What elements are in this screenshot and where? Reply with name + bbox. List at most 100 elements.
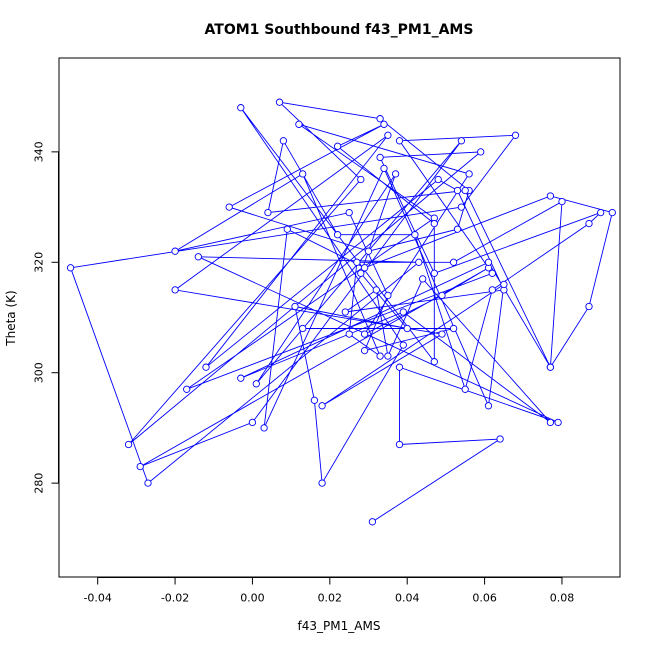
data-point [360,330,369,338]
y-tick-label: 320 [33,252,46,273]
data-point [283,225,291,233]
data-point [136,462,144,471]
data-point [395,363,404,371]
data-point [291,302,299,311]
data-point [357,269,365,277]
data-point [415,258,423,266]
data-point [453,225,462,233]
data-point [171,247,179,255]
data-point [372,286,380,294]
data-point [237,374,245,382]
data-point [585,219,593,228]
x-tick-label: 0.08 [550,592,575,605]
data-point [299,170,307,178]
data-point [333,142,342,150]
data-point [360,346,369,355]
data-point [225,203,233,211]
data-point [299,324,307,333]
data-point [453,186,462,195]
data-point [461,186,469,195]
data-point [438,291,446,300]
x-tick-label: 0.00 [240,592,265,605]
data-point [318,402,326,410]
data-point [66,264,75,272]
data-point [202,363,210,371]
data-point [496,435,504,443]
data-point [384,291,392,300]
data-point [264,208,272,217]
x-tick-label: 0.02 [318,592,343,605]
data-point [597,208,605,217]
data-point [449,258,458,266]
y-tick-label: 340 [33,141,46,162]
data-point [585,302,593,311]
data-point [430,219,438,228]
data-point [395,440,404,449]
data-point [608,208,616,217]
data-point [457,203,466,211]
data-point [384,131,392,139]
data-point [465,170,473,178]
y-tick-label: 300 [33,362,46,383]
data-point [484,258,493,266]
x-tick-label: -0.02 [161,592,189,605]
data-point [124,440,133,449]
data-point [546,418,555,427]
data-point [333,231,342,239]
data-point [353,258,361,266]
data-point [558,197,566,206]
data-point [357,175,365,184]
data-point [183,385,191,393]
data-point [430,269,438,277]
data-point [484,402,493,410]
x-axis: -0.04 -0.02 0.00 0.02 0.04 0.06 0.08 [83,577,575,605]
x-tick-label: -0.04 [83,592,111,605]
x-axis-label: f43_PM1_AMS [298,619,381,633]
data-point [345,208,353,217]
data-point [511,131,520,139]
data-point [384,352,392,360]
data-point [252,380,260,388]
data-point [360,264,369,272]
x-tick-label: 0.06 [472,592,497,605]
data-point [399,341,407,349]
data-point [341,308,349,316]
chart-title: ATOM1 Southbound f43_PM1_AMS [205,22,474,38]
data-point [260,424,268,432]
series-layer [66,98,616,526]
data-point [237,104,245,112]
data-point [438,330,446,338]
y-axis: 280 300 320 340 [33,141,59,494]
data-point [391,170,400,178]
data-point [144,479,152,487]
data-point [376,352,384,360]
y-axis-label: Theta (K) [4,290,18,346]
data-point [248,418,257,427]
data-point [318,479,326,487]
data-point [403,324,411,333]
data-point [449,324,458,333]
data-point [368,518,377,526]
data-point [171,286,179,294]
data-point [194,253,202,261]
data-point [310,396,319,404]
data-point [395,137,404,145]
data-point [399,308,407,316]
data-point [488,286,496,294]
data-point [419,275,427,283]
data-point [488,269,496,277]
data-point [477,148,485,156]
data-point [500,280,508,289]
data-point [275,98,284,106]
data-point [461,385,469,393]
data-point [345,330,353,338]
x-tick-label: 0.04 [395,592,420,605]
data-point [554,418,562,427]
data-point [380,164,388,173]
data-point [380,120,388,128]
data-point [295,120,303,128]
data-point [376,115,384,123]
data-point [546,192,555,200]
data-point [364,247,373,255]
